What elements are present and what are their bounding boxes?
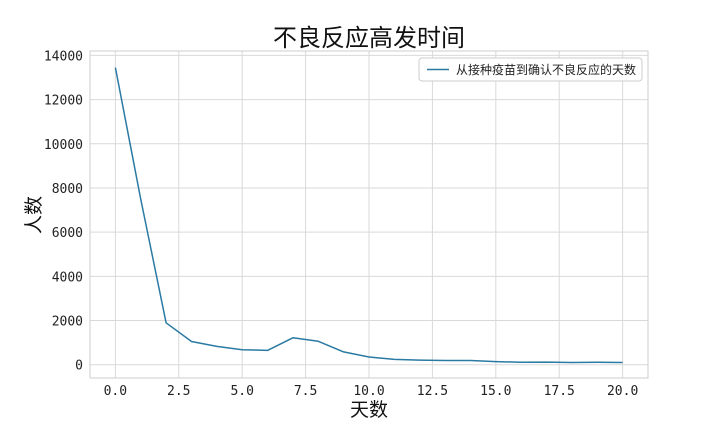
legend[interactable]: 从接种疫苗到确认不良反应的天数 [418,57,643,82]
y-tick-label: 6000 [52,226,83,241]
x-tick-label: 12.5 [417,384,448,399]
y-tick-label: 12000 [44,94,83,109]
x-tick-label: 10.0 [353,384,384,399]
legend-box [418,57,643,82]
x-tick-label: 7.5 [294,384,317,399]
grid [90,51,648,378]
x-tick-label: 0.0 [104,384,127,399]
y-tick-labels: 0 2000 4000 6000 8000 10000 12000 14000 [44,49,83,373]
y-axis-label: 人数 [23,196,45,234]
x-tick-labels: 0.0 2.5 5.0 7.5 10.0 12.5 15.0 17.5 20.0 [104,384,639,399]
y-tick-label: 8000 [52,182,83,197]
chart-title: 不良反应高发时间 [273,24,465,52]
series-line [114,67,623,364]
series-group [114,67,623,364]
legend-label: 从接种疫苗到确认不良反应的天数 [456,62,636,77]
y-tick-label: 0 [75,359,83,374]
x-tick-label: 5.0 [230,384,253,399]
x-tick-label: 17.5 [544,384,575,399]
x-tick-label: 15.0 [480,384,511,399]
y-tick-label: 4000 [52,270,83,285]
x-tick-label: 20.0 [607,384,638,399]
y-tick-label: 2000 [52,315,83,330]
plot-frame [89,50,649,379]
y-tick-label: 14000 [44,49,83,64]
x-axis-label: 天数 [350,399,388,421]
x-tick-label: 2.5 [167,384,190,399]
y-tick-label: 10000 [44,138,83,153]
